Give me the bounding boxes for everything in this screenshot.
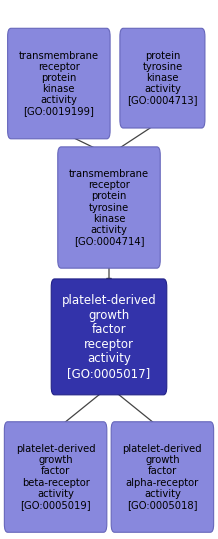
Text: platelet-derived
growth
factor
receptor
activity
[GO:0005017]: platelet-derived growth factor receptor … — [62, 294, 156, 379]
FancyBboxPatch shape — [120, 28, 205, 128]
Text: transmembrane
receptor
protein
tyrosine
kinase
activity
[GO:0004714]: transmembrane receptor protein tyrosine … — [69, 169, 149, 246]
FancyBboxPatch shape — [58, 147, 160, 268]
FancyBboxPatch shape — [8, 29, 110, 139]
FancyBboxPatch shape — [4, 421, 107, 533]
FancyBboxPatch shape — [111, 421, 214, 533]
FancyBboxPatch shape — [51, 279, 167, 395]
Text: platelet-derived
growth
factor
beta-receptor
activity
[GO:0005019]: platelet-derived growth factor beta-rece… — [16, 444, 95, 510]
Text: transmembrane
receptor
protein
kinase
activity
[GO:0019199]: transmembrane receptor protein kinase ac… — [19, 51, 99, 116]
Text: protein
tyrosine
kinase
activity
[GO:0004713]: protein tyrosine kinase activity [GO:000… — [127, 51, 198, 106]
Text: platelet-derived
growth
factor
alpha-receptor
activity
[GO:0005018]: platelet-derived growth factor alpha-rec… — [123, 444, 202, 510]
